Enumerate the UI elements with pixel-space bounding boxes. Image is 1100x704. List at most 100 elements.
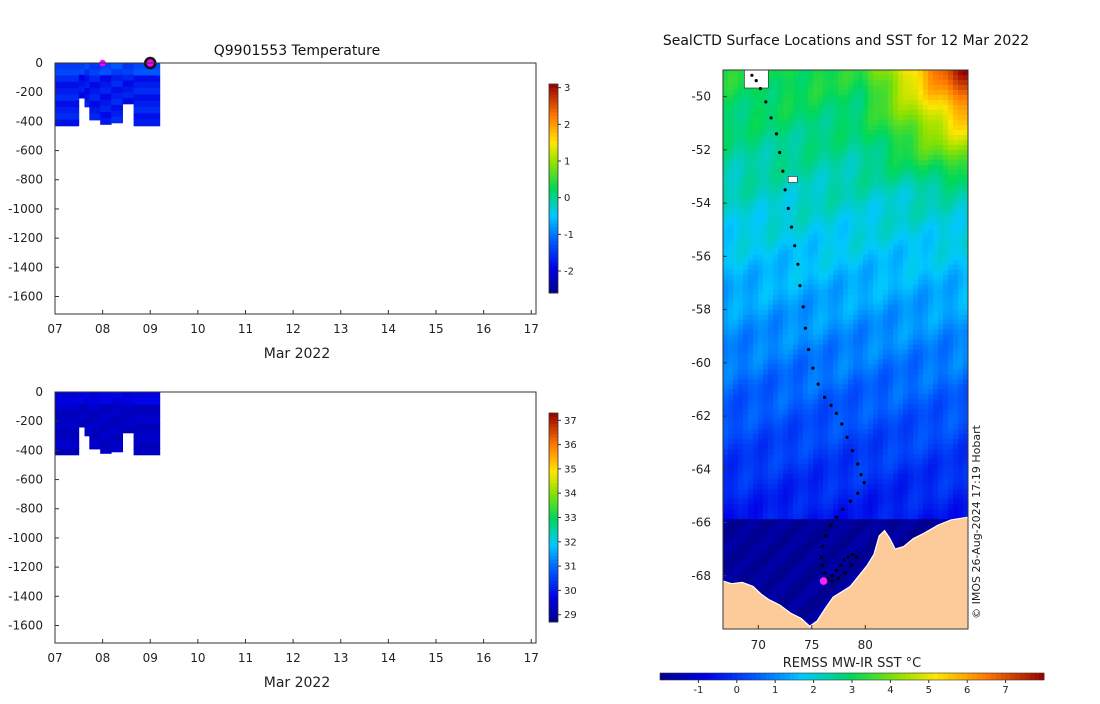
sst-cell (948, 165, 953, 170)
sst-cell (953, 80, 958, 85)
sst-cell (783, 260, 788, 265)
sst-cell (883, 335, 888, 340)
colorbar-cell (549, 182, 558, 186)
colorbar-cell (549, 279, 558, 283)
sst-cell (868, 464, 873, 469)
sst-cell (758, 340, 763, 345)
sst-cell (868, 375, 873, 380)
sst-cell (928, 245, 933, 250)
sst-cell (728, 215, 733, 220)
sst-cell (788, 190, 793, 195)
sst-cell (868, 280, 873, 285)
sst-cell (913, 474, 918, 479)
sst-cell (778, 140, 783, 145)
sst-cell (933, 130, 938, 135)
sst-cell (843, 190, 848, 195)
sst-cell (793, 474, 798, 479)
sst-cell (743, 484, 748, 489)
sst-cell (903, 419, 908, 424)
sst-cell (943, 280, 948, 285)
sst-cell (728, 444, 733, 449)
sst-cell (828, 140, 833, 145)
sst-cell (793, 160, 798, 165)
sst-cell (908, 275, 913, 280)
sst-cell (933, 110, 938, 115)
sst-cell (843, 479, 848, 484)
sst-cell (798, 434, 803, 439)
sst-cell (813, 135, 818, 140)
sst-cell (833, 384, 838, 389)
sst-cell (728, 340, 733, 345)
sst-cell (893, 439, 898, 444)
sst-cell (783, 150, 788, 155)
sst-cell (953, 100, 958, 105)
sst-cell (923, 120, 928, 125)
colorbar-cell (549, 91, 558, 95)
sst-cell (773, 275, 778, 280)
sst-cell (853, 484, 858, 489)
sst-cell (923, 105, 928, 110)
sst-cell (943, 509, 948, 514)
sst-cell (953, 484, 958, 489)
sst-cell (743, 215, 748, 220)
sst-cell (823, 75, 828, 80)
sst-cell (933, 290, 938, 295)
sst-cell (868, 509, 873, 514)
sst-cell (903, 315, 908, 320)
profile-cell (123, 427, 134, 433)
sst-cell (873, 444, 878, 449)
sst-cell (863, 409, 868, 414)
sst-cell (898, 464, 903, 469)
sst-cell (773, 394, 778, 399)
sst-cell (748, 315, 753, 320)
sst-cell (758, 145, 763, 150)
sst-cell (948, 290, 953, 295)
sst-cell (808, 360, 813, 365)
sst-cell (763, 389, 768, 394)
sst-cell (858, 275, 863, 280)
sst-cell (918, 250, 923, 255)
sst-cell (778, 355, 783, 360)
sst-cell (763, 494, 768, 499)
sst-cell (938, 459, 943, 464)
sst-cell (878, 335, 883, 340)
sst-cell (888, 210, 893, 215)
sst-cell (788, 499, 793, 504)
sst-cell (893, 375, 898, 380)
sst-cell (953, 300, 958, 305)
sst-cell (743, 145, 748, 150)
sst-cell (843, 180, 848, 185)
sst-cell (728, 210, 733, 215)
sst-cell (873, 389, 878, 394)
sst-cell (883, 260, 888, 265)
sst-cell (758, 295, 763, 300)
sst-cell (793, 499, 798, 504)
sst-cell (868, 399, 873, 404)
temperature-panel: Q9901553 Temperature 0-200-400-600-800-1… (8, 43, 574, 362)
sst-cell (823, 290, 828, 295)
sst-cell (878, 509, 883, 514)
sst-cell (923, 499, 928, 504)
sst-cell (828, 195, 833, 200)
sst-cell (798, 125, 803, 130)
profile-cell (123, 398, 134, 404)
sst-cell (753, 235, 758, 240)
sst-cell (958, 110, 963, 115)
sst-cell (773, 370, 778, 375)
sst-cell (878, 365, 883, 370)
sst-cell (733, 454, 738, 459)
sst-cell (808, 135, 813, 140)
sst-cell (753, 230, 758, 235)
sst-cell (773, 135, 778, 140)
sst-cell (933, 484, 938, 489)
sst-cell (743, 404, 748, 409)
sst-cell (948, 345, 953, 350)
sst-cell (853, 195, 858, 200)
sst-cell (738, 514, 743, 519)
sst-cell (743, 479, 748, 484)
sst-cell (833, 519, 838, 524)
sst-cell (933, 384, 938, 389)
sst-cell (883, 270, 888, 275)
sst-cell (728, 125, 733, 130)
sst-cell (753, 125, 758, 130)
